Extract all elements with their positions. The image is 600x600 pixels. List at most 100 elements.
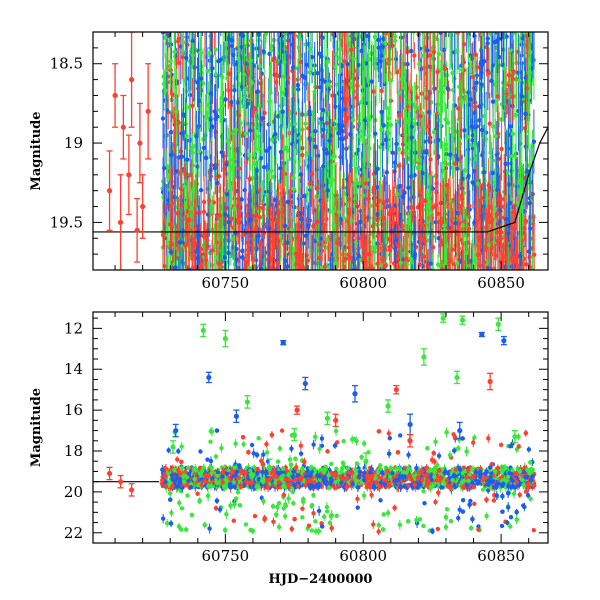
dense-point bbox=[303, 121, 308, 126]
dense-point bbox=[475, 181, 481, 186]
dense-point bbox=[247, 265, 252, 270]
dense-point bbox=[359, 235, 364, 240]
dense-point bbox=[351, 18, 355, 22]
dense-point bbox=[335, 21, 339, 25]
dense-point bbox=[492, 206, 497, 212]
dense-point bbox=[205, 68, 210, 74]
dense-point bbox=[161, 165, 167, 171]
dense-point bbox=[256, 32, 261, 36]
dense-point bbox=[270, 258, 275, 263]
top-plot-area bbox=[93, 14, 548, 279]
dense-point bbox=[435, 16, 439, 20]
dense-point bbox=[175, 21, 179, 25]
dense-point bbox=[328, 19, 332, 23]
dense-point bbox=[428, 210, 434, 215]
dense-point bbox=[272, 22, 276, 26]
dense-point bbox=[313, 144, 318, 149]
dense-point bbox=[203, 155, 209, 161]
dense-point bbox=[403, 86, 408, 92]
dense-point bbox=[300, 73, 305, 79]
y-tick-label: 18.5 bbox=[50, 55, 83, 73]
dense-point bbox=[411, 210, 417, 215]
dense-point bbox=[320, 35, 325, 40]
dense-point bbox=[463, 275, 467, 279]
dense-point bbox=[517, 253, 523, 259]
dense-point bbox=[327, 138, 332, 143]
dense-point bbox=[259, 241, 264, 247]
dense-point bbox=[366, 196, 371, 202]
dense-point bbox=[187, 92, 193, 98]
dense-point bbox=[278, 166, 283, 171]
dense-point bbox=[194, 134, 199, 139]
dense-point bbox=[257, 15, 261, 19]
dense-point bbox=[302, 272, 306, 276]
dense-point bbox=[418, 113, 423, 119]
dense-point bbox=[235, 148, 240, 153]
dense-point bbox=[325, 237, 330, 242]
dense-point bbox=[393, 16, 397, 20]
dense-point bbox=[291, 175, 296, 181]
dense-point bbox=[260, 116, 266, 121]
dense-point bbox=[338, 217, 343, 222]
dense-point bbox=[448, 152, 453, 157]
dense-point bbox=[353, 241, 358, 246]
dense-point bbox=[284, 91, 289, 96]
dense-point bbox=[320, 200, 325, 205]
dense-point bbox=[275, 219, 280, 224]
dense-point bbox=[517, 14, 521, 18]
dense-point bbox=[271, 271, 275, 275]
dense-point bbox=[312, 89, 317, 94]
dense-point bbox=[222, 255, 227, 260]
dense-point bbox=[201, 199, 207, 205]
dense-point bbox=[292, 22, 296, 26]
dense-point bbox=[369, 79, 374, 84]
dense-point bbox=[257, 271, 261, 275]
dense-point bbox=[439, 267, 445, 270]
dense-point bbox=[336, 209, 342, 215]
dense-point bbox=[213, 116, 218, 122]
dense-point bbox=[261, 49, 266, 54]
dense-point bbox=[519, 22, 523, 26]
dense-point bbox=[356, 21, 360, 25]
dense-point bbox=[462, 128, 467, 133]
dense-point bbox=[485, 41, 490, 46]
dense-point bbox=[444, 146, 449, 152]
dense-point bbox=[366, 133, 371, 138]
dense-point bbox=[443, 262, 448, 268]
dense-point bbox=[348, 132, 354, 138]
dense-point bbox=[184, 55, 189, 61]
dense-point bbox=[417, 164, 423, 169]
dense-point bbox=[434, 181, 439, 186]
dense-point bbox=[408, 256, 413, 261]
dense-point bbox=[226, 250, 231, 256]
dense-point bbox=[176, 60, 182, 66]
dense-point bbox=[453, 161, 458, 166]
dense-point bbox=[404, 262, 410, 267]
dense-point bbox=[459, 67, 465, 73]
dense-point bbox=[209, 124, 215, 129]
dense-point bbox=[255, 89, 260, 95]
dense-point bbox=[186, 267, 192, 270]
dense-point bbox=[272, 197, 278, 203]
dense-point bbox=[477, 26, 481, 30]
dense-point bbox=[352, 183, 357, 188]
dense-point bbox=[392, 38, 398, 44]
dense-point bbox=[380, 215, 386, 220]
dense-point bbox=[426, 124, 431, 129]
y-tick-label: 19.5 bbox=[50, 213, 83, 231]
dense-point bbox=[417, 46, 423, 51]
dense-point bbox=[317, 51, 322, 56]
dense-point bbox=[311, 223, 316, 228]
dense-point bbox=[515, 267, 521, 270]
dense-point bbox=[315, 19, 319, 23]
dense-point bbox=[460, 222, 466, 228]
dense-point bbox=[185, 157, 190, 162]
dense-point bbox=[201, 145, 207, 151]
dense-point bbox=[362, 23, 366, 27]
dense-point bbox=[338, 136, 344, 142]
dense-point bbox=[428, 157, 433, 162]
dense-point bbox=[528, 16, 532, 20]
dense-point bbox=[291, 271, 295, 275]
dense-point bbox=[482, 259, 487, 265]
dense-point bbox=[406, 185, 411, 191]
